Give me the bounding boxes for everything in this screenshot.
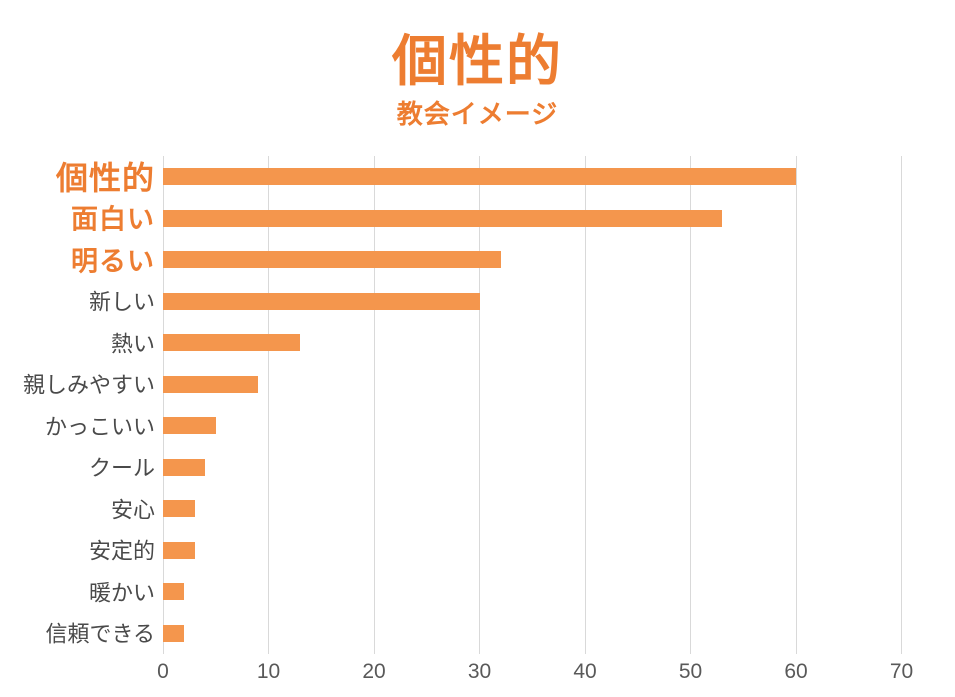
gridline	[795, 156, 797, 654]
bar	[163, 541, 195, 559]
x-tick-label: 70	[889, 660, 914, 683]
gridline	[268, 156, 269, 654]
category-label: 暖かい	[88, 580, 155, 606]
category-label: 明るい	[71, 246, 155, 277]
category-label: かっこいい	[44, 414, 155, 440]
x-tick-label: 50	[678, 660, 703, 683]
gridline	[373, 156, 375, 654]
category-label: 個性的	[55, 159, 155, 196]
chart-title: 個性的	[391, 30, 563, 92]
x-tick-label: 60	[784, 660, 808, 683]
bar	[163, 624, 185, 642]
category-label: 安定的	[88, 538, 155, 564]
bar	[163, 168, 796, 186]
gridline	[690, 156, 691, 654]
bar	[163, 209, 723, 227]
x-tick-label: 20	[362, 660, 386, 683]
gridline	[584, 156, 586, 654]
bar	[163, 334, 301, 352]
category-label: クール	[88, 455, 155, 481]
chart-subtitle: 教会イメージ	[396, 99, 559, 129]
x-tick-label: 40	[573, 660, 597, 683]
x-tick-label: 30	[467, 660, 492, 683]
y-axis-line	[162, 156, 164, 654]
bar	[163, 251, 501, 269]
category-label: 安心	[110, 497, 155, 523]
bar	[163, 458, 206, 476]
gridline	[479, 156, 480, 654]
gridline	[901, 156, 902, 654]
bar	[163, 417, 216, 435]
bar	[163, 292, 480, 310]
bar	[163, 500, 195, 518]
category-label: 親しみやすい	[22, 372, 155, 398]
category-label: 熱い	[110, 331, 155, 357]
x-tick-label: 0	[157, 660, 169, 683]
x-tick-label: 10	[256, 660, 281, 683]
category-label: 面白い	[71, 204, 155, 235]
bar	[163, 583, 185, 601]
category-label: 信頼できる	[45, 621, 155, 647]
category-label: 新しい	[88, 289, 155, 315]
bar	[163, 375, 258, 393]
